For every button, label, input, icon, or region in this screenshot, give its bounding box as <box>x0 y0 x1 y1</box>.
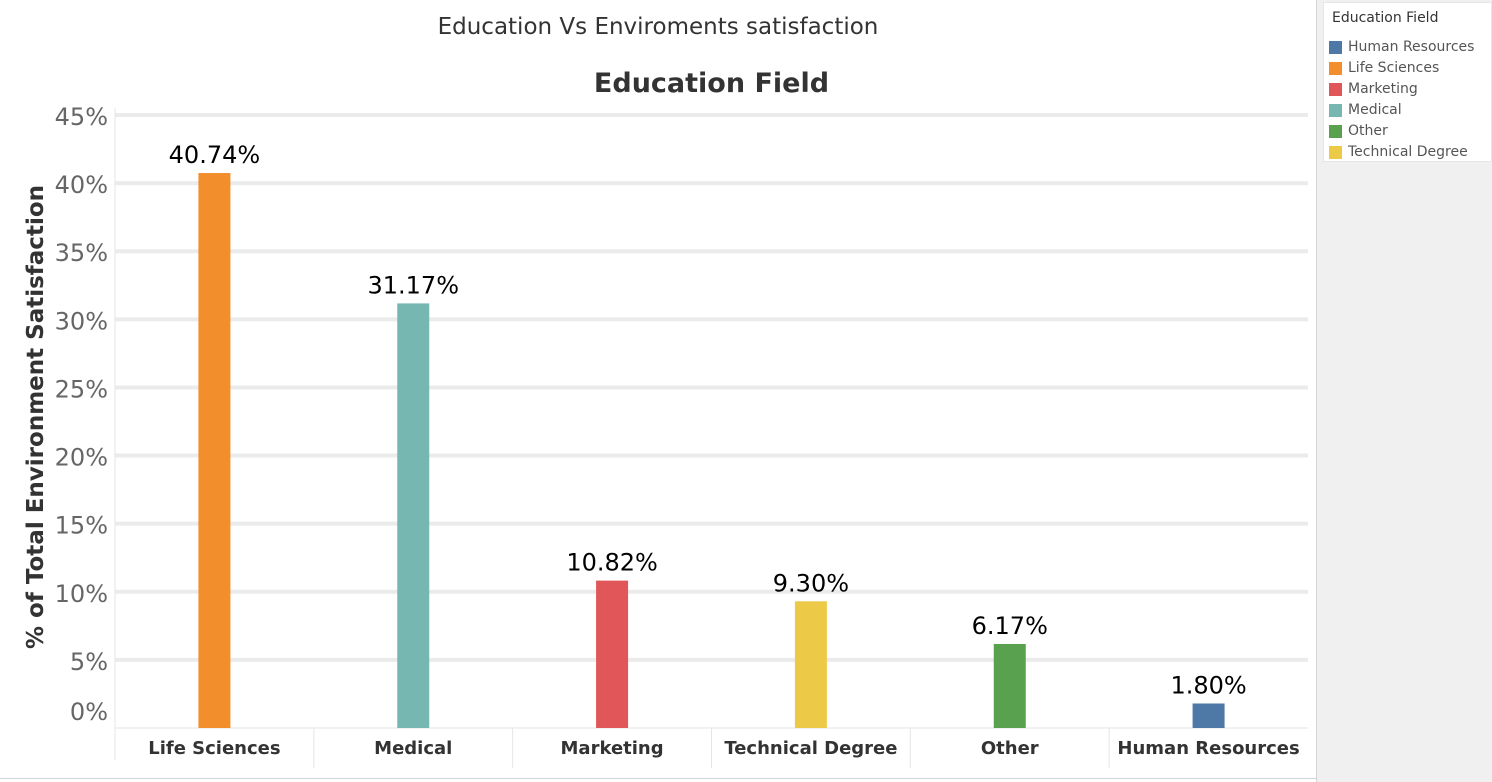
bar <box>1192 703 1225 728</box>
x-tick-label: Medical <box>374 738 452 759</box>
legend-item-medical[interactable]: Medical <box>1329 101 1402 119</box>
y-tick-label: 35% <box>55 239 108 267</box>
legend-label: Technical Degree <box>1348 144 1468 160</box>
legend-label: Medical <box>1348 102 1402 118</box>
y-tick-label: 15% <box>55 512 108 540</box>
y-tick-label: 5% <box>70 648 108 676</box>
bar <box>397 303 430 728</box>
x-tick-label: Other <box>981 738 1039 759</box>
legend-swatch <box>1329 103 1342 117</box>
legend-item-technical-degree[interactable]: Technical Degree <box>1329 143 1468 161</box>
x-tick-label: Human Resources <box>1117 738 1299 759</box>
legend-title: Education Field <box>1332 10 1439 26</box>
data-label: 1.80% <box>1170 671 1246 699</box>
legend-item-marketing[interactable]: Marketing <box>1329 80 1418 98</box>
x-tick-label: Life Sciences <box>148 738 280 759</box>
legend-item-other[interactable]: Other <box>1329 122 1388 140</box>
sheet-title: Education Vs Enviroments satisfaction <box>437 14 879 40</box>
data-label: 6.17% <box>972 612 1048 640</box>
bar <box>794 601 827 728</box>
legend-swatch <box>1329 82 1342 96</box>
x-tick-label: Marketing <box>561 738 664 759</box>
legend-label: Marketing <box>1348 81 1418 97</box>
legend-swatch <box>1329 40 1342 54</box>
legend-swatch <box>1329 124 1342 138</box>
y-axis-title: % of Total Environment Satisfaction <box>23 185 49 649</box>
chart-title: Education Field <box>594 68 829 99</box>
data-label: 31.17% <box>367 271 459 299</box>
x-tick-label: Technical Degree <box>724 738 897 759</box>
y-tick-label: 40% <box>55 171 108 199</box>
legend-swatch <box>1329 61 1342 75</box>
data-label: 10.82% <box>566 549 658 577</box>
legend-item-life-sciences[interactable]: Life Sciences <box>1329 59 1439 77</box>
data-label: 40.74% <box>169 141 261 169</box>
y-tick-label: 0% <box>70 698 108 726</box>
y-tick-label: 30% <box>55 307 108 335</box>
y-tick-label: 45% <box>55 103 108 131</box>
legend-label: Human Resources <box>1348 39 1475 55</box>
bar-chart: Education Field 0% 5% 10% 15% 20% 25% 30% 35% 40%… <box>23 68 1308 768</box>
data-label: 9.30% <box>773 569 849 597</box>
bar <box>596 580 629 728</box>
y-tick-label: 25% <box>55 375 108 403</box>
y-tick-label: 10% <box>55 580 108 608</box>
y-tick-label: 20% <box>55 444 108 472</box>
legend-swatch <box>1329 145 1342 159</box>
bar <box>198 173 231 729</box>
legend-item-human-resources[interactable]: Human Resources <box>1329 38 1474 56</box>
bottom-divider <box>0 778 1316 779</box>
legend-label: Life Sciences <box>1348 60 1440 76</box>
color-legend[interactable]: Education Field Human Resources Life Sci… <box>1323 2 1492 162</box>
legend-label: Other <box>1348 123 1388 139</box>
bar <box>993 643 1026 728</box>
